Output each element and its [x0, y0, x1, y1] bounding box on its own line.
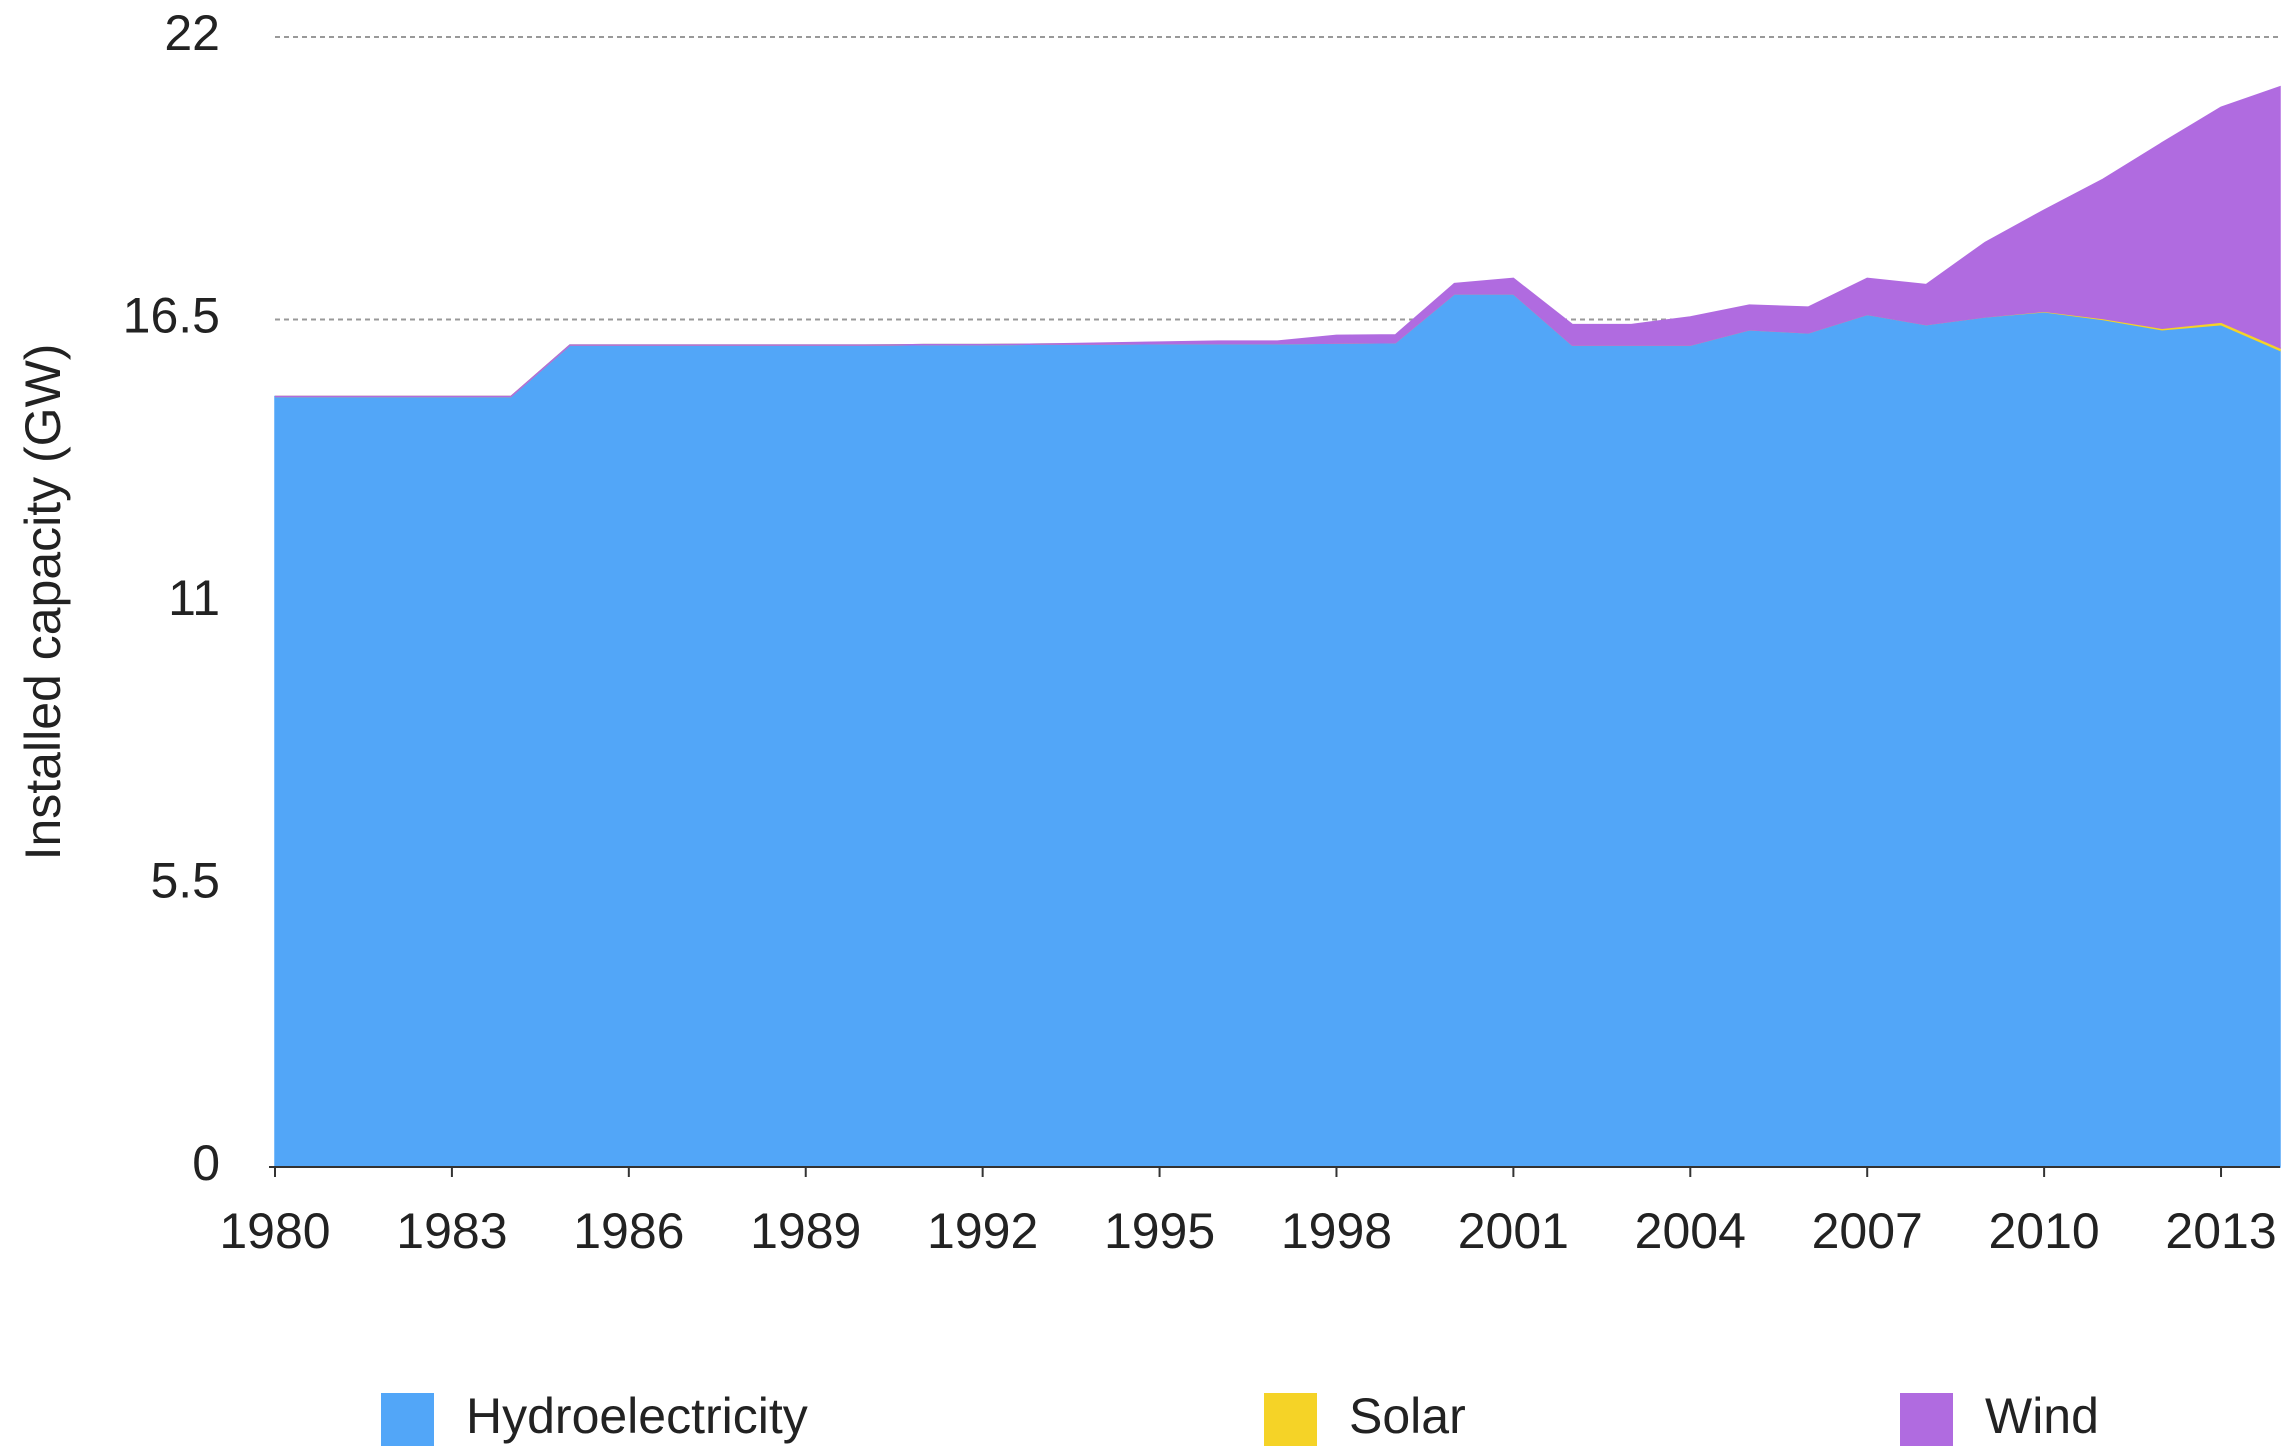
legend-swatch: [1264, 1393, 1317, 1446]
area: [274, 293, 2281, 1168]
x-tick-label: 2007: [1812, 1203, 1923, 1259]
y-tick-label: 22: [164, 5, 220, 61]
y-tick-label: 11: [168, 570, 220, 626]
area: [275, 85, 2281, 398]
x-tick-label: 1983: [396, 1203, 507, 1259]
x-tick-label: 1989: [750, 1203, 861, 1259]
x-tick-label: 2001: [1458, 1203, 1569, 1259]
x-tick-label: 1992: [927, 1203, 1038, 1259]
y-tick-label: 0: [192, 1135, 220, 1191]
y-tick-label: 5.5: [150, 853, 220, 909]
x-tick-label: 1995: [1104, 1203, 1215, 1259]
legend-label: Hydroelectricity: [466, 1388, 808, 1444]
legend-swatch: [1900, 1393, 1953, 1446]
x-tick-label: 1980: [219, 1203, 330, 1259]
x-tick-label: 2010: [1989, 1203, 2100, 1259]
x-tick-label: 1998: [1281, 1203, 1392, 1259]
legend-label: Solar: [1349, 1388, 1466, 1444]
y-tick-label: 16.5: [123, 288, 220, 344]
legend-swatch: [381, 1393, 434, 1446]
x-tick-label: 2013: [2165, 1203, 2276, 1259]
x-tick-label: 1986: [573, 1203, 684, 1259]
x-tick-label: 2004: [1635, 1203, 1746, 1259]
y-axis-label: Installed capacity (GW): [15, 344, 71, 861]
legend-label: Wind: [1985, 1388, 2099, 1444]
